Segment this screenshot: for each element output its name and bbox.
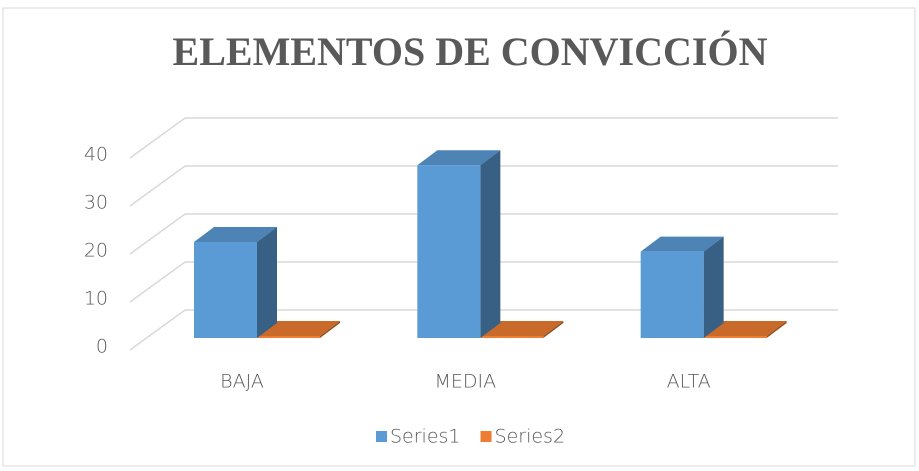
grid-line xyxy=(129,261,838,303)
bar-face xyxy=(543,321,564,338)
chart-title: ELEMENTOS DE CONVICCIÓN xyxy=(173,29,768,74)
bar-face xyxy=(766,321,787,338)
bar xyxy=(640,236,724,338)
bar-face xyxy=(480,321,564,336)
bar-face xyxy=(480,336,544,338)
y-tick-label: 20 xyxy=(84,240,108,262)
bar xyxy=(417,150,501,338)
legend-label: Series2 xyxy=(495,426,566,448)
bar-face xyxy=(703,336,767,338)
bar xyxy=(194,227,277,338)
bar-face xyxy=(194,227,277,242)
legend-swatch xyxy=(376,431,387,442)
grid-line xyxy=(129,213,838,255)
bar xyxy=(257,321,340,338)
grid-line xyxy=(129,165,838,207)
y-tick-label: 40 xyxy=(84,144,108,166)
bar xyxy=(703,321,787,338)
x-tick-label: MEDIA xyxy=(435,371,497,393)
bar-face xyxy=(257,227,277,338)
y-tick-label: 0 xyxy=(96,336,108,358)
bar-face xyxy=(640,251,704,338)
y-tick-label: 10 xyxy=(84,288,108,310)
bar-face xyxy=(417,165,481,338)
bar-face xyxy=(640,236,724,252)
bar-face xyxy=(194,242,257,338)
bar-face xyxy=(703,236,724,338)
grid-line xyxy=(129,309,838,351)
legend-swatch xyxy=(480,431,492,442)
x-tick-label: ALTA xyxy=(667,371,711,393)
bar-face xyxy=(257,321,340,336)
bar-face xyxy=(417,150,501,166)
bar-face xyxy=(703,321,787,336)
bar-face xyxy=(480,150,501,338)
bar-face xyxy=(320,321,340,338)
grid-line xyxy=(129,117,838,159)
bar-face xyxy=(257,336,320,338)
x-tick-label: BAJA xyxy=(220,371,264,393)
bar xyxy=(480,321,564,338)
y-tick-label: 30 xyxy=(84,192,108,214)
legend-label: Series1 xyxy=(390,426,461,448)
